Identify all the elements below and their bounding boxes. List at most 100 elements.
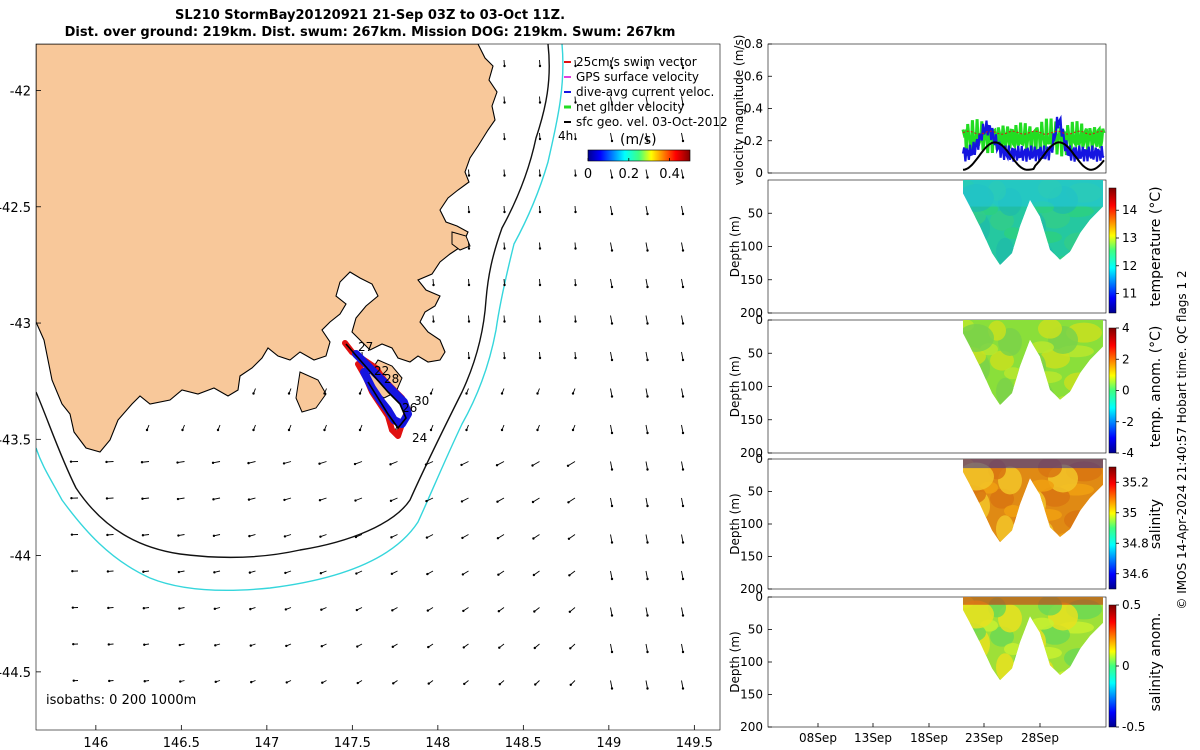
velocity-vector [645, 278, 648, 288]
legend-entry: 25cm/s swim vector [576, 55, 697, 69]
colorbar-tick-label: 35 [1122, 506, 1137, 520]
velocity-vector-head [610, 66, 614, 70]
section-colorbar [1108, 327, 1117, 454]
velocity-vector [645, 59, 648, 69]
velocity-vector-head [467, 283, 471, 287]
velocity-vector-head [681, 541, 685, 544]
footer-credit: © IMOS 14-Apr-2024 21:40:57 Hobart time.… [1175, 270, 1189, 609]
velocity-vector-head [358, 392, 362, 395]
velocity-vector [681, 680, 684, 689]
velocity-vector-head [318, 499, 322, 502]
velocity-vector [610, 205, 613, 215]
map-frame [35, 43, 721, 731]
velocity-vector-head [285, 681, 288, 684]
velocity-vector-head [282, 462, 286, 465]
velocity-vector-head [646, 468, 649, 471]
velocity-vector-head [681, 431, 685, 435]
velocity-vector-head [503, 283, 506, 287]
velocity-tick-label: 0.2 [744, 134, 763, 148]
depth-axis-label: Depth (m) [728, 216, 742, 277]
velocity-vector [610, 607, 613, 616]
velocity-vector-head [284, 571, 287, 575]
velocity-vector-head [69, 460, 73, 463]
velocity-vector-head [534, 683, 537, 686]
velocity-vector-head [646, 431, 649, 435]
glider-track: 27 28 22 30 26 24 [342, 340, 429, 445]
velocity-vector [645, 388, 648, 397]
velocity-vector-head [249, 644, 252, 647]
depth-tick-label: 50 [748, 623, 763, 637]
velocity-vector-head [106, 570, 110, 573]
velocity-vector-head [681, 139, 685, 143]
velocity-vector-head [496, 500, 499, 503]
velocity-vector-head [248, 571, 252, 574]
velocity-vector-head [252, 392, 255, 395]
velocity-vector-head [72, 679, 75, 682]
colorbar-tick-label: -4 [1122, 446, 1134, 460]
velocity-vector-head [107, 643, 111, 646]
velocity-vector-head [610, 249, 614, 252]
colorbar-label: temperature (°C) [1148, 186, 1164, 306]
velocity-vector-head [503, 210, 506, 214]
map-panel: 27 28 22 30 26 24 146 146.5 147 147.5 148 148… [0, 43, 728, 750]
velocity-vector-head [319, 572, 323, 575]
velocity-vector [681, 351, 684, 361]
velocity-vector-head [569, 647, 572, 650]
velocity-vector-head [571, 392, 575, 395]
velocity-vector-head [426, 572, 429, 576]
lon-tick-label: 148.5 [505, 736, 542, 750]
colorbar-tick-label: -2 [1122, 415, 1134, 429]
velocity-vector-head [283, 498, 286, 502]
depth-tick-label: 100 [740, 240, 763, 254]
velocity-vector-head [531, 464, 534, 467]
velocity-vector [283, 461, 292, 464]
velocity-vector [610, 570, 613, 580]
velocity-vector-head [610, 577, 614, 581]
velocity-vector-head [425, 499, 428, 503]
velocity-vector [610, 497, 613, 507]
velocity-vector [645, 643, 648, 653]
velocity-vector-head [646, 66, 649, 70]
velocity-vector-head [214, 680, 217, 684]
velocity-vector-head [536, 428, 539, 432]
velocity-vector [610, 169, 613, 178]
velocity-vector-head [646, 139, 649, 143]
velocity-vector-head [681, 650, 685, 654]
map-colorbar-title: (m/s) [620, 132, 657, 148]
velocity-vector-head [252, 428, 255, 432]
velocity-vector-head [610, 285, 614, 289]
velocity-vector-head [391, 645, 394, 649]
velocity-tick-label: 0.8 [744, 37, 763, 51]
velocity-vector-head [429, 428, 433, 432]
depth-axis-label: Depth (m) [728, 493, 742, 554]
velocity-vector-head [538, 356, 542, 360]
lon-tick-label: 146 [83, 736, 108, 750]
velocity-vector-head [538, 283, 542, 287]
velocity-vector [610, 461, 613, 470]
velocity-vector-head [462, 646, 465, 649]
velocity-vector-head [532, 537, 535, 540]
map-colorbar-tick-label: 0.2 [618, 167, 639, 182]
velocity-vector-head [610, 322, 614, 325]
velocity-vector-head [610, 468, 614, 471]
velocity-vector-head [390, 572, 394, 576]
velocity-vector-head [646, 395, 649, 398]
velocity-vector [681, 315, 684, 324]
velocity-vector-head [574, 64, 577, 68]
depth-tick-label: 0 [755, 452, 763, 466]
velocity-vector [681, 242, 684, 251]
velocity-vector-head [538, 137, 542, 141]
velocity-vector-head [503, 137, 506, 141]
map-legend: 25cm/s swim vector GPS surface velocity … [558, 55, 728, 182]
velocity-vector-head [538, 174, 542, 177]
lat-tick-label: -42.5 [0, 201, 31, 216]
velocity-vector [645, 680, 648, 689]
isobath-200m [36, 44, 550, 559]
velocity-vector-head [681, 395, 685, 398]
velocity-vector-head [646, 176, 649, 179]
velocity-vector [425, 461, 434, 466]
lon-tick-label: 147 [254, 736, 279, 750]
velocity-vector-head [646, 541, 649, 544]
depth-axis-label: Depth (m) [728, 356, 742, 417]
section-colorbar [1108, 187, 1117, 314]
